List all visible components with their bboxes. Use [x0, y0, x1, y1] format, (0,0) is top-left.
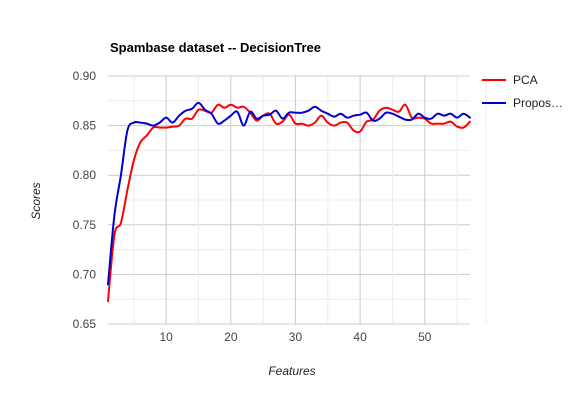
legend-label: PCA: [513, 73, 538, 87]
series-line-0: [107, 103, 471, 303]
grid: [108, 75, 487, 325]
y-tick-label: 0.75: [73, 218, 97, 232]
y-tick-labels: 0.65 0.70 0.75 0.80 0.85 0.90: [73, 69, 97, 331]
x-axis-title: Features: [268, 364, 315, 378]
y-tick-label: 0.85: [73, 119, 97, 133]
series-line-1: [107, 101, 471, 286]
y-tick-label: 0.90: [73, 69, 97, 83]
y-tick-label: 0.80: [73, 168, 97, 182]
x-tick-label: 50: [418, 330, 432, 344]
x-tick-labels: 10 20 30 40 50: [159, 330, 431, 344]
y-tick-label: 0.70: [73, 267, 97, 281]
x-tick-label: 40: [353, 330, 367, 344]
y-tick-label: 0.65: [73, 317, 97, 331]
series-lines: [107, 101, 471, 303]
x-tick-label: 30: [289, 330, 303, 344]
x-tick-label: 10: [159, 330, 173, 344]
chart-title: Spambase dataset -- DecisionTree: [110, 40, 321, 55]
legend: PCA Propos…: [482, 73, 563, 110]
x-tick-label: 20: [224, 330, 238, 344]
legend-label: Propos…: [513, 96, 563, 110]
y-axis-title: Scores: [29, 182, 43, 219]
